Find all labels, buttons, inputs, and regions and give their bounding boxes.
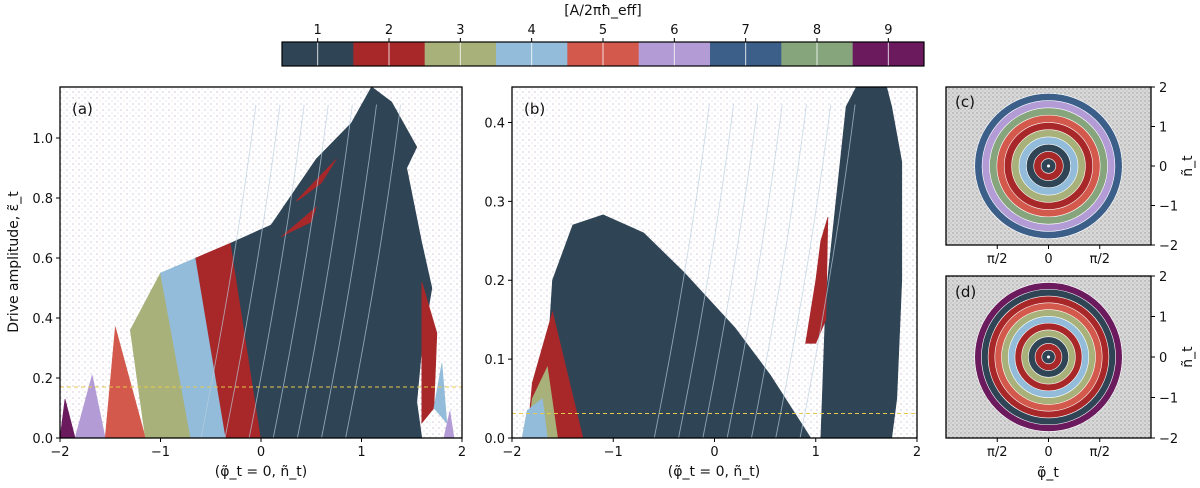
colorbar-labels: 1 2 3 4 5 6 7 8 9: [314, 23, 892, 42]
region-class-1: [542, 214, 812, 439]
panel-a: −2 −1 0 1 2 0.0 0.2 0.4 0.6 0.8 1.0 (a) Drive ampl…: [6, 86, 466, 480]
x-tick-label: −2: [502, 445, 521, 460]
y-tick-label: 0.3: [484, 195, 505, 210]
orbit-curve: [653, 104, 710, 439]
colorbar-label-5: 5: [599, 23, 607, 38]
x-tick-label: 0: [1044, 252, 1052, 267]
panel-d-rings: [974, 282, 1123, 432]
y-tick-label: −2: [1159, 239, 1178, 254]
orbit-curve: [726, 104, 783, 439]
x-tick-label: π/2: [987, 252, 1007, 267]
orbit-curve: [321, 104, 377, 439]
panel-c-rings: [974, 93, 1123, 239]
orbit-curve: [248, 104, 305, 439]
colorbar-cells: [282, 42, 925, 66]
orbit-curve: [751, 104, 807, 439]
x-tick-label: 0: [257, 445, 265, 460]
region-class-1: [230, 86, 433, 439]
panel-d-ylabel: ñ_t: [1180, 346, 1196, 368]
orbit-curve: [345, 104, 402, 439]
panel-c-ticks: π/2 0 π/2 −2 −1 0 1 2: [987, 81, 1178, 267]
x-tick-label: 2: [458, 445, 466, 460]
panel-c-label: (c): [955, 93, 975, 111]
y-tick-label: −2: [1159, 432, 1178, 447]
colorbar-label-1: 1: [314, 23, 322, 38]
x-tick-label: π/2: [1090, 445, 1110, 460]
orbit-curve: [775, 104, 832, 439]
region-class-4: [433, 362, 448, 424]
x-tick-label: −1: [151, 445, 170, 460]
x-tick-label: −1: [604, 445, 623, 460]
y-tick-label: −1: [1159, 392, 1178, 407]
fixed-point: [1047, 355, 1050, 359]
colorbar-label-9: 9: [884, 23, 892, 38]
x-tick-label: π/2: [987, 445, 1007, 460]
panel-d: π/2 0 π/2 −2 −1 0 1 2 (d) ñ_t φ̃_t: [945, 270, 1196, 481]
colorbar-label-8: 8: [813, 23, 821, 38]
region-class-2: [295, 158, 337, 202]
colorbar-label-6: 6: [670, 23, 678, 38]
panel-b-regions: [521, 86, 903, 439]
panel-c: π/2 0 π/2 −2 −1 0 1 2 (c) ñ_t: [945, 81, 1196, 267]
panel-b-label: (b): [524, 100, 545, 118]
orbit-curve: [702, 104, 759, 439]
orbit-curve: [296, 104, 353, 439]
panel-b-xlabel: (φ̃_t = 0, ñ_t): [668, 464, 760, 480]
region-class-2: [805, 217, 829, 344]
y-tick-label: 0.0: [32, 432, 53, 447]
panel-d-label: (d): [955, 283, 976, 301]
panel-a-orbit-lines: [200, 104, 402, 439]
panel-a-xlabel: (φ̃_t = 0, ñ_t): [215, 464, 307, 480]
x-tick-label: 0: [710, 445, 718, 460]
y-tick-label: 0.8: [32, 192, 53, 207]
y-tick-label: 0.4: [484, 116, 505, 131]
x-tick-label: 2: [913, 445, 921, 460]
colorbar-label-4: 4: [528, 23, 536, 38]
panel-a-ticks: −2 −1 0 1 2 0.0 0.2 0.4 0.6 0.8 1.0: [32, 132, 466, 460]
colorbar-title: [A/2πħ_eff]: [564, 3, 642, 19]
panel-b-ticks: −2 −1 0 1 2 0.0 0.1 0.2 0.3 0.4: [484, 116, 921, 460]
orbit-curve: [200, 104, 257, 439]
y-tick-label: 0.4: [32, 312, 53, 327]
y-tick-label: 0.2: [32, 372, 53, 387]
orbit-curve: [799, 104, 856, 439]
x-tick-label: 1: [812, 445, 820, 460]
y-tick-label: 2: [1159, 270, 1167, 285]
panel-b: −2 −1 0 1 2 0.0 0.1 0.2 0.3 0.4 (b) (φ̃_t = 0, ñ_…: [484, 86, 921, 480]
colorbar-label-7: 7: [742, 23, 750, 38]
x-tick-label: 0: [1044, 445, 1052, 460]
y-tick-label: 0: [1159, 160, 1167, 175]
colorbar-label-3: 3: [456, 23, 464, 38]
y-tick-label: 1.0: [32, 132, 53, 147]
panel-d-xlabel: φ̃_t: [1037, 465, 1059, 481]
orbit-curve: [678, 104, 734, 439]
x-tick-label: −2: [50, 445, 69, 460]
orbit-curve: [272, 104, 329, 439]
y-tick-label: 0.6: [32, 252, 53, 267]
colorbar-label-2: 2: [385, 23, 393, 38]
x-tick-label: π/2: [1090, 252, 1110, 267]
y-tick-label: 0.1: [484, 353, 505, 368]
fixed-point: [1047, 164, 1050, 168]
panel-a-ylabel: Drive amplitude, ε̃_t: [6, 191, 22, 333]
y-tick-label: −1: [1159, 200, 1178, 215]
y-tick-label: 0.0: [484, 432, 505, 447]
y-tick-label: 1: [1159, 311, 1167, 326]
panel-c-ylabel: ñ_t: [1180, 155, 1196, 177]
orbit-curve: [224, 104, 281, 439]
colorbar: [A/2πħ_eff] 1 2 3 4 5 6 7 8 9: [281, 3, 925, 67]
panel-b-orbit-lines: [653, 104, 856, 439]
region-class-1: [820, 86, 903, 439]
y-tick-label: 0.2: [484, 274, 505, 289]
y-tick-label: 1: [1159, 121, 1167, 136]
x-tick-label: 1: [357, 445, 365, 460]
y-tick-label: 0: [1159, 351, 1167, 366]
panel-d-ticks: π/2 0 π/2 −2 −1 0 1 2: [987, 270, 1178, 460]
y-tick-label: 2: [1159, 81, 1167, 96]
panel-a-label: (a): [72, 100, 93, 118]
